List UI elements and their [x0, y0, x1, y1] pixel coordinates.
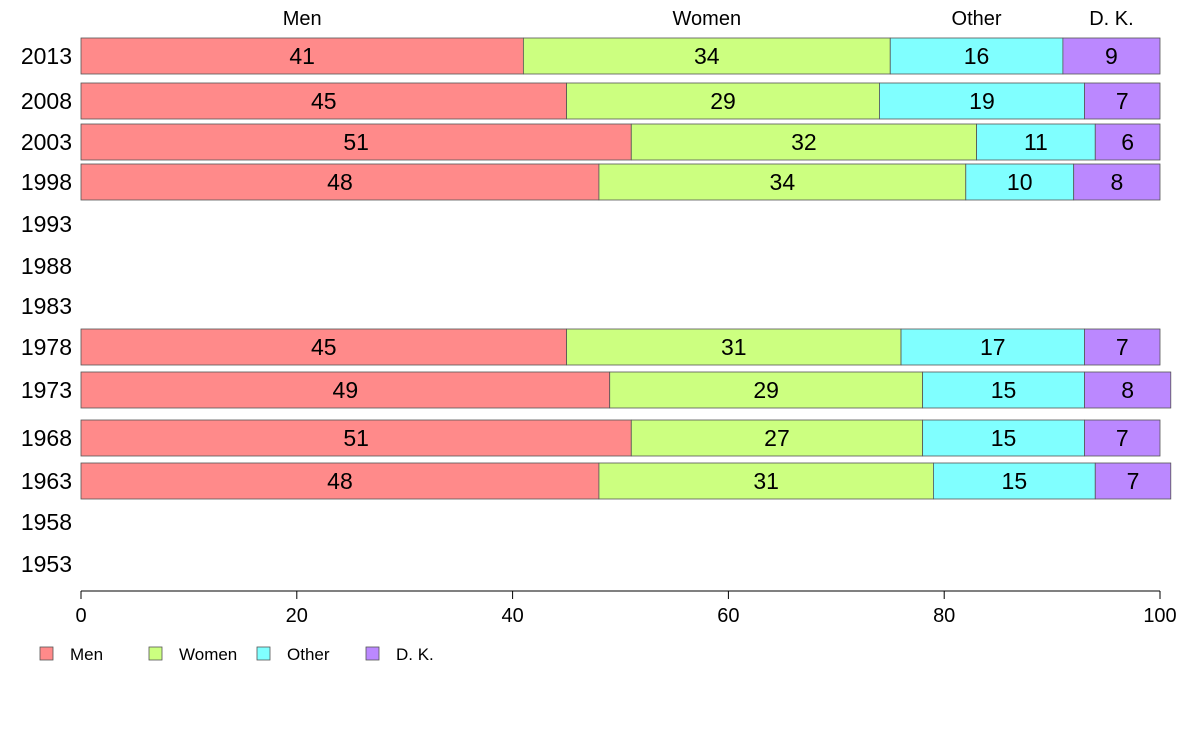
- legend-label: D. K.: [396, 645, 434, 664]
- bar-segment: [80, 82, 567, 120]
- legend-label: Men: [70, 645, 103, 664]
- bar-segment: [889, 37, 1064, 75]
- x-tick-label: 0: [75, 605, 86, 627]
- bar-segment: [1084, 82, 1161, 120]
- data-label: 19: [969, 88, 995, 114]
- category-label: 1968: [21, 425, 72, 451]
- series-top-label: D. K.: [1089, 8, 1133, 30]
- data-label: 15: [991, 425, 1017, 451]
- legend-swatch: [39, 646, 54, 661]
- series-top-label: Women: [673, 8, 742, 30]
- data-label: 6: [1121, 129, 1134, 155]
- bar-segment: [1094, 123, 1161, 161]
- data-label: 49: [333, 377, 359, 403]
- data-label: 41: [289, 43, 315, 69]
- data-label: 51: [343, 129, 369, 155]
- bar-segment: [566, 82, 880, 120]
- data-label: 9: [1105, 43, 1118, 69]
- bar-segment: [900, 328, 1085, 366]
- bar-segment: [1073, 163, 1161, 201]
- category-label: 1978: [21, 334, 72, 360]
- bar-segment: [1084, 419, 1161, 457]
- data-label: 17: [980, 334, 1006, 360]
- data-label: 16: [964, 43, 990, 69]
- data-label: 48: [327, 468, 353, 494]
- legend-label: Women: [179, 645, 237, 664]
- category-label: 2013: [21, 43, 72, 69]
- data-label: 29: [710, 88, 736, 114]
- data-label: 29: [753, 377, 779, 403]
- x-tick-label: 20: [286, 605, 308, 627]
- bar-segment: [879, 82, 1085, 120]
- category-label: 1993: [21, 211, 72, 237]
- bar-segment: [80, 419, 632, 457]
- bar-segment: [566, 328, 902, 366]
- data-label: 15: [1002, 468, 1028, 494]
- bar-segment: [80, 328, 567, 366]
- data-label: 11: [1024, 129, 1048, 155]
- data-label: 34: [770, 169, 796, 195]
- category-label: 2008: [21, 88, 72, 114]
- bar-segment: [609, 371, 924, 409]
- bar-segment: [630, 123, 977, 161]
- bar-segment: [80, 462, 600, 500]
- data-label: 7: [1116, 88, 1129, 114]
- series-top-label: Other: [952, 8, 1002, 30]
- bar-segment: [522, 37, 891, 75]
- category-label: 1953: [21, 551, 72, 577]
- category-label: 1998: [21, 169, 72, 195]
- data-label: 7: [1127, 468, 1140, 494]
- category-label: 1973: [21, 377, 72, 403]
- legend-swatch: [256, 646, 271, 661]
- data-label: 45: [311, 88, 337, 114]
- data-label: 7: [1116, 425, 1129, 451]
- data-label: 48: [327, 169, 353, 195]
- category-label: 1988: [21, 253, 72, 279]
- category-label: 1983: [21, 293, 72, 319]
- series-top-label: Men: [283, 8, 322, 30]
- data-label: 8: [1110, 169, 1123, 195]
- bar-segment: [933, 462, 1096, 500]
- data-label: 27: [764, 425, 790, 451]
- bar-segment: [1094, 462, 1172, 500]
- category-label: 1963: [21, 468, 72, 494]
- data-label: 15: [991, 377, 1017, 403]
- bar-segment: [80, 123, 632, 161]
- legend-label: Other: [287, 645, 330, 664]
- bar-segment: [80, 371, 611, 409]
- data-label: 31: [753, 468, 779, 494]
- x-tick-label: 40: [501, 605, 523, 627]
- data-label: 31: [721, 334, 747, 360]
- data-label: 10: [1007, 169, 1033, 195]
- bar-segment: [1084, 328, 1161, 366]
- data-label: 45: [311, 334, 337, 360]
- x-tick-label: 80: [933, 605, 955, 627]
- legend-swatch: [148, 646, 163, 661]
- x-tick-label: 100: [1143, 605, 1176, 627]
- data-label: 7: [1116, 334, 1129, 360]
- bar-segment: [80, 163, 600, 201]
- category-label: 2003: [21, 129, 72, 155]
- bar-segment: [922, 419, 1085, 457]
- bar-segment: [1062, 37, 1161, 75]
- bar-segment: [80, 37, 524, 75]
- legend-swatch: [365, 646, 380, 661]
- category-label: 1958: [21, 509, 72, 535]
- data-label: 32: [791, 129, 817, 155]
- data-label: 8: [1121, 377, 1134, 403]
- bar-segment: [1084, 371, 1172, 409]
- x-tick-label: 60: [717, 605, 739, 627]
- bar-segment: [922, 371, 1085, 409]
- bar-segment: [598, 163, 967, 201]
- data-label: 34: [694, 43, 720, 69]
- data-label: 51: [343, 425, 369, 451]
